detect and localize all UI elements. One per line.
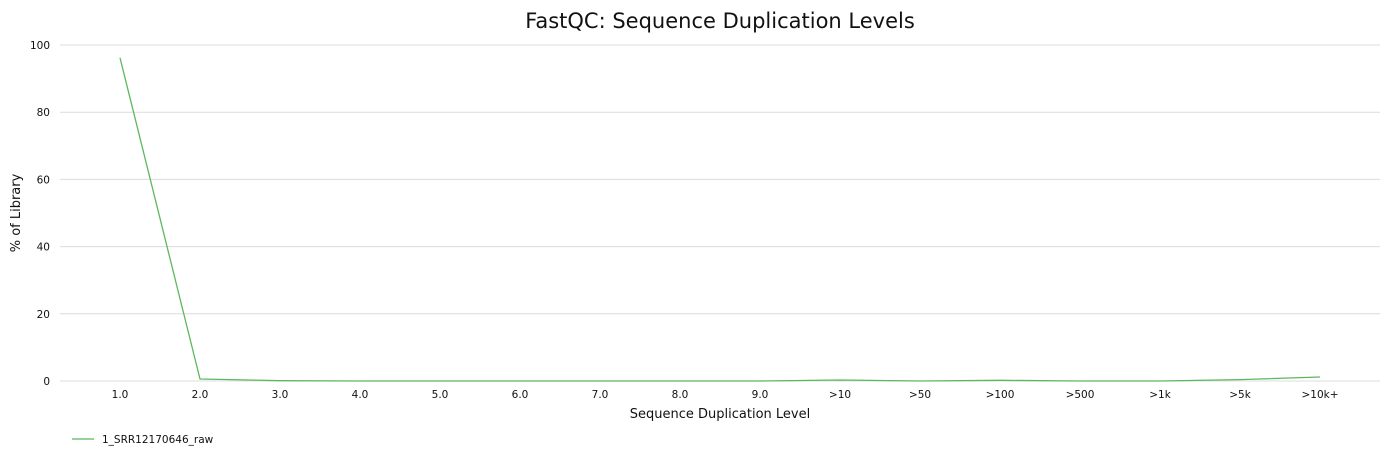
data-point[interactable] (436, 377, 444, 385)
data-point[interactable] (1076, 377, 1084, 385)
y-tick-label: 60 (37, 174, 50, 186)
data-point[interactable] (996, 376, 1004, 384)
x-tick-label: 8.0 (672, 389, 689, 401)
x-axis-ticks: 1.0 2.0 3.0 4.0 5.0 6.0 7.0 8.0 9.0 >10 >50 >100 >50… (112, 389, 1339, 401)
x-tick-label: 2.0 (192, 389, 209, 401)
data-point[interactable] (1316, 373, 1324, 381)
x-tick-label: >5k (1229, 389, 1251, 401)
data-point[interactable] (516, 377, 524, 385)
legend[interactable]: 1_SRR12170646_raw (72, 434, 214, 446)
x-tick-label: >50 (909, 389, 931, 401)
data-point[interactable] (356, 377, 364, 385)
x-tick-label: 6.0 (512, 389, 529, 401)
x-tick-label: >100 (986, 389, 1015, 401)
data-point[interactable] (756, 377, 764, 385)
y-tick-label: 80 (37, 107, 50, 119)
y-tick-label: 100 (30, 40, 50, 52)
data-point[interactable] (276, 377, 284, 385)
legend-label[interactable]: 1_SRR12170646_raw (102, 434, 214, 446)
x-tick-label: 3.0 (272, 389, 289, 401)
x-tick-label: 5.0 (432, 389, 449, 401)
data-point[interactable] (916, 377, 924, 385)
data-point[interactable] (196, 375, 204, 383)
y-axis-label: % of Library (9, 173, 24, 252)
y-axis-ticks: 0 20 40 60 80 100 (30, 40, 50, 388)
x-tick-label: >10k+ (1301, 389, 1338, 401)
x-tick-label: 1.0 (112, 389, 129, 401)
x-tick-label: 9.0 (752, 389, 769, 401)
data-point[interactable] (1156, 377, 1164, 385)
y-tick-label: 0 (43, 376, 50, 388)
x-tick-label: 7.0 (592, 389, 609, 401)
gridlines (60, 44, 1380, 382)
data-point[interactable] (596, 377, 604, 385)
y-tick-label: 20 (37, 309, 50, 321)
y-tick-label: 40 (37, 242, 50, 254)
x-tick-label: >500 (1066, 389, 1095, 401)
series-lines (116, 54, 1324, 385)
data-point[interactable] (676, 377, 684, 385)
series-line[interactable] (119, 57, 1321, 382)
x-axis-label: Sequence Duplication Level (630, 407, 810, 422)
x-tick-label: >1k (1149, 389, 1171, 401)
data-point[interactable] (1236, 376, 1244, 384)
x-tick-label: 4.0 (352, 389, 369, 401)
data-point[interactable] (836, 376, 844, 384)
chart-title: FastQC: Sequence Duplication Levels (525, 9, 915, 33)
x-tick-label: >10 (829, 389, 851, 401)
data-point[interactable] (116, 54, 124, 62)
